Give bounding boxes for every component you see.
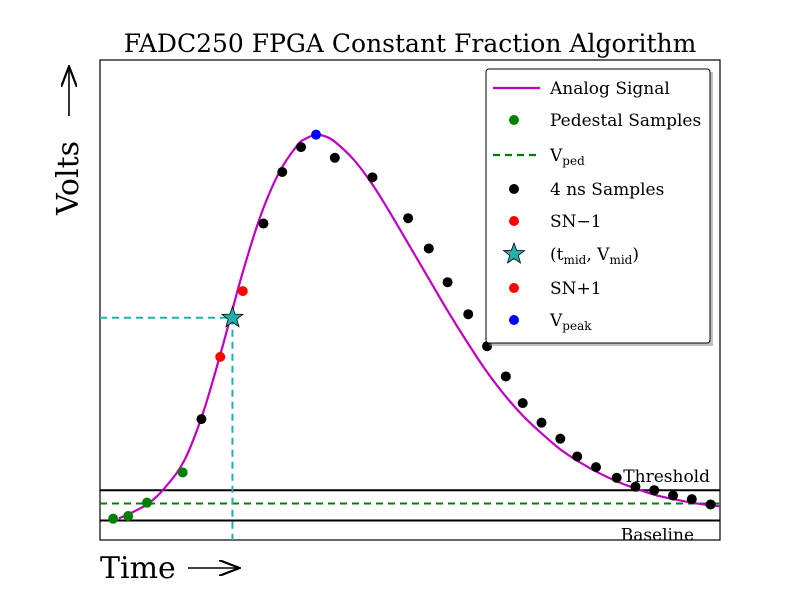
- legend-analog-label: Analog Signal: [549, 79, 670, 99]
- sample-4ns-point: [611, 472, 622, 483]
- legend-sn-plus-label: SN+1: [550, 279, 602, 299]
- sample-4ns-point: [423, 243, 434, 254]
- sample-4ns-point: [296, 142, 307, 153]
- sample-4ns-point: [555, 433, 566, 444]
- sn-minus-1-point: [215, 351, 226, 362]
- legend-pedestal-label: Pedestal Samples: [550, 111, 701, 131]
- y-axis-label: Volts: [51, 141, 86, 216]
- sample-4ns-point: [686, 494, 697, 505]
- sample-4ns-point: [591, 462, 601, 473]
- sample-4ns-point: [463, 309, 474, 320]
- sample-4ns-point: [329, 152, 340, 163]
- legend-peak-label: Vpeak: [549, 311, 592, 333]
- v-peak-point: [311, 129, 322, 140]
- sample-4ns-point: [500, 371, 511, 382]
- sample-4ns-point: [258, 218, 269, 229]
- legend-sn-minus-label: SN−1: [550, 212, 602, 232]
- legend-samples-label: 4 ns Samples: [550, 180, 664, 200]
- sample-4ns-point: [196, 414, 207, 425]
- sample-4ns-point: [705, 499, 716, 510]
- sample-4ns-point: [442, 277, 453, 288]
- pedestal-sample-point: [108, 513, 119, 524]
- pedestal-sample-point: [123, 511, 134, 521]
- t-mid-v-mid-star-point: [220, 305, 245, 328]
- threshold-label: Threshold: [623, 467, 710, 487]
- legend-mid-label: (tmid, Vmid): [550, 245, 639, 267]
- sample-4ns-point: [367, 172, 378, 183]
- legend-vped-label: Vped: [549, 146, 585, 168]
- sample-4ns-point: [668, 490, 679, 501]
- legend: Analog Signal Pedestal Samples Vped 4 ns…: [485, 68, 713, 346]
- legend-samples-marker: [509, 184, 519, 194]
- chart-title: FADC250 FPGA Constant Fraction Algorithm: [124, 29, 697, 58]
- pedestal-sample-point: [141, 497, 152, 508]
- sample-4ns-point: [517, 398, 528, 409]
- sample-4ns-point: [649, 485, 660, 496]
- legend-mid-star-icon: [502, 241, 526, 264]
- legend-sn-plus-marker: [509, 283, 519, 293]
- x-axis-label: Time: [100, 551, 176, 586]
- sample-4ns-point: [403, 213, 414, 224]
- legend-sn-minus-marker: [509, 216, 519, 226]
- pedestal-sample-point: [177, 467, 188, 478]
- legend-pedestal-marker: [509, 115, 519, 125]
- sample-4ns-point: [572, 451, 583, 462]
- sample-4ns-point: [630, 481, 641, 492]
- sample-4ns-point: [277, 167, 288, 177]
- baseline-label: Baseline: [621, 525, 694, 545]
- sample-4ns-point: [536, 417, 547, 428]
- sn-plus-1-point: [237, 286, 248, 297]
- legend-peak-marker: [509, 315, 519, 325]
- legend-box: [485, 68, 711, 344]
